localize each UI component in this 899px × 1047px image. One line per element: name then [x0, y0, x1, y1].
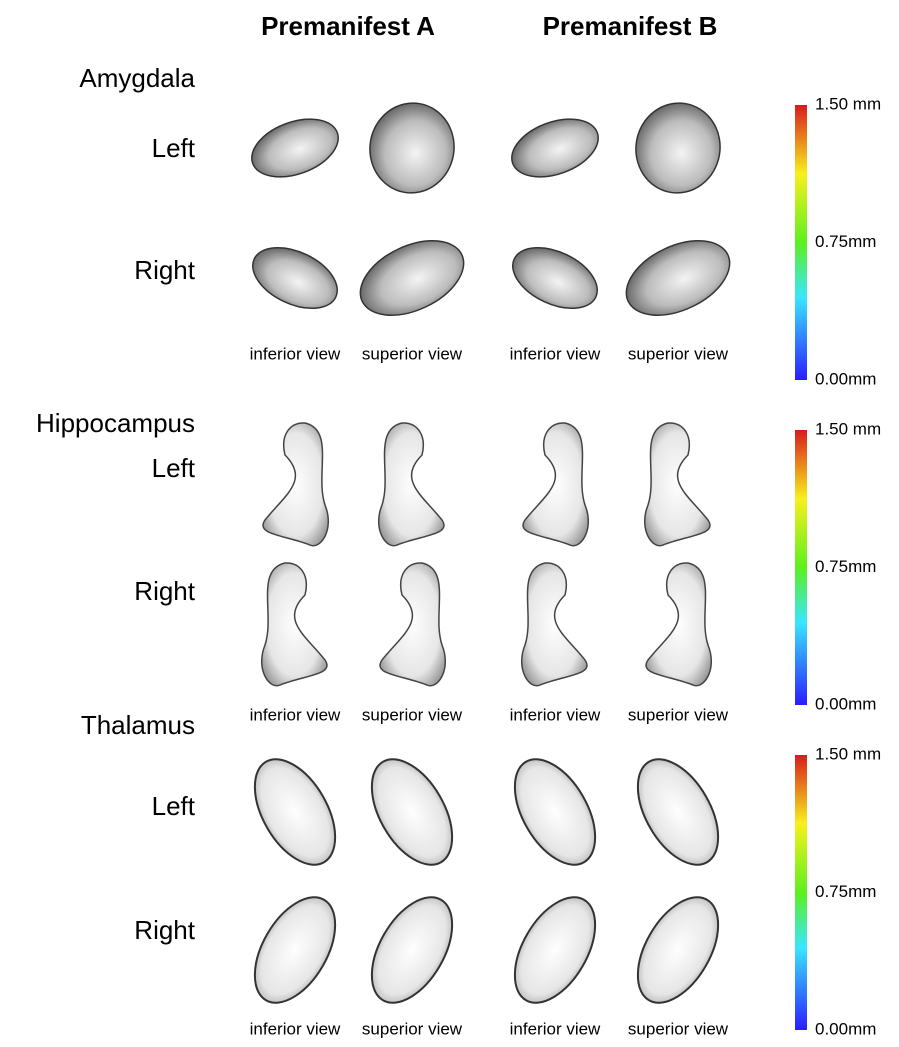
colorbar-label: 0.75mm [815, 882, 876, 901]
colorbar-label: 1.50 mm [815, 419, 881, 438]
hippocampus-shape [645, 423, 710, 546]
amygdala-shape [244, 108, 346, 188]
thalamus-shape [355, 884, 468, 1016]
view-label: superior view [362, 1019, 463, 1038]
view-label: inferior view [250, 1019, 341, 1038]
colorbar [795, 105, 807, 380]
view-label: superior view [362, 344, 463, 363]
thalamus-shape [238, 884, 351, 1016]
colorbar [795, 430, 807, 705]
colorbar-label: 0.00mm [815, 369, 876, 388]
hippocampus-shape [523, 423, 588, 546]
thalamus-shape [498, 746, 611, 878]
row-label: Right [134, 576, 195, 606]
amygdala-shape [243, 235, 347, 320]
section-title: Thalamus [81, 710, 195, 740]
hippocampus-shape [379, 423, 444, 546]
hippocampus-shape [263, 423, 328, 546]
thalamus-shape [498, 884, 611, 1016]
thalamus-shape [621, 884, 734, 1016]
colorbar-label: 0.00mm [815, 1019, 876, 1038]
colorbar-label: 1.50 mm [815, 744, 881, 763]
view-label: superior view [628, 344, 729, 363]
amygdala-shape [363, 96, 461, 199]
hippocampus-shape [380, 563, 445, 686]
thalamus-shape [355, 746, 468, 878]
amygdala-shape [349, 226, 476, 330]
section-title: Hippocampus [36, 408, 195, 438]
colorbar-label: 1.50 mm [815, 94, 881, 113]
row-label: Right [134, 255, 195, 285]
colorbar-label: 0.00mm [815, 694, 876, 713]
row-label: Left [152, 133, 196, 163]
view-label: inferior view [510, 705, 601, 724]
view-label: superior view [628, 705, 729, 724]
hippocampus-shape [262, 563, 327, 686]
view-label: inferior view [250, 344, 341, 363]
view-label: inferior view [510, 344, 601, 363]
hippocampus-shape [522, 563, 587, 686]
colorbar-label: 0.75mm [815, 557, 876, 576]
amygdala-shape [503, 235, 607, 320]
view-label: superior view [362, 705, 463, 724]
view-label: superior view [628, 1019, 729, 1038]
row-label: Right [134, 915, 195, 945]
colorbar [795, 755, 807, 1030]
row-label: Left [152, 791, 196, 821]
figure: Premanifest A Premanifest B Amygdala Left… [0, 0, 899, 1047]
amygdala-shape [629, 96, 727, 199]
hippocampus-shape [646, 563, 711, 686]
section-title: Amygdala [79, 63, 195, 93]
amygdala-shape [615, 226, 742, 330]
thalamus-shape [621, 746, 734, 878]
amygdala-shape [504, 108, 606, 188]
column-header: Premanifest B [543, 11, 718, 41]
column-header: Premanifest A [261, 11, 435, 41]
thalamus-shape [238, 746, 351, 878]
row-label: Left [152, 453, 196, 483]
colorbar-label: 0.75mm [815, 232, 876, 251]
view-label: inferior view [510, 1019, 601, 1038]
view-label: inferior view [250, 705, 341, 724]
